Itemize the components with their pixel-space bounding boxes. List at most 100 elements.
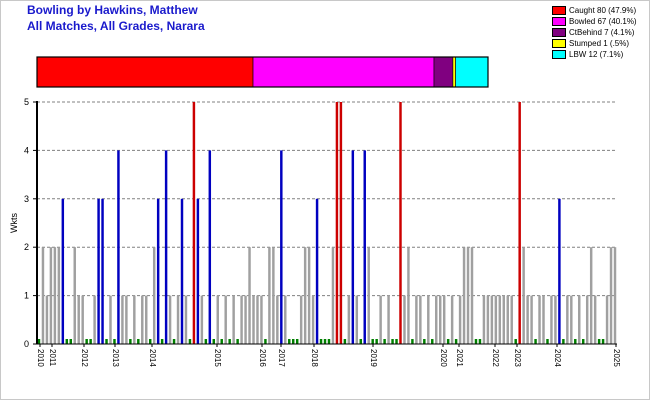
bar — [411, 339, 414, 344]
bar — [438, 295, 442, 344]
bar — [562, 339, 565, 344]
x-tick-label: 2018 — [310, 349, 319, 367]
bar — [172, 339, 176, 344]
bar — [339, 102, 343, 344]
bar — [81, 295, 84, 344]
bar — [73, 247, 76, 344]
bar — [423, 339, 426, 344]
legend-swatch-lbw — [552, 50, 566, 60]
bar — [101, 198, 104, 344]
legend-item-caught: Caught 80 (47.9%) — [552, 5, 637, 16]
bar — [391, 339, 394, 344]
bar — [264, 339, 267, 344]
bar — [506, 295, 509, 344]
legend-item-bowled: Bowled 67 (40.1%) — [552, 16, 637, 27]
dismissal-segment-1 — [252, 56, 435, 88]
bar — [585, 295, 589, 344]
bar — [45, 295, 49, 344]
legend-label-bowled: Bowled 67 (40.1%) — [569, 17, 637, 26]
x-tick-label: 2013 — [111, 349, 120, 367]
y-tick-label: 2 — [24, 242, 29, 252]
bar — [105, 339, 108, 344]
bar — [89, 339, 92, 344]
bar — [168, 295, 172, 344]
bar — [53, 247, 57, 344]
bar — [375, 339, 378, 344]
x-tick-label: 2021 — [455, 349, 464, 367]
bar — [236, 339, 239, 344]
bar — [188, 339, 192, 344]
bar — [442, 295, 446, 344]
bar — [284, 295, 287, 344]
bar — [601, 339, 605, 344]
bar — [152, 247, 156, 344]
bar — [502, 295, 506, 344]
x-tick-label: 2012 — [80, 349, 89, 367]
bar — [295, 339, 299, 344]
bar — [93, 295, 96, 344]
x-tick-label: 2016 — [258, 349, 267, 367]
bar — [77, 295, 80, 344]
bar — [462, 247, 466, 344]
bar — [137, 339, 140, 344]
bar — [133, 295, 136, 344]
bar — [486, 295, 490, 344]
bar — [331, 247, 335, 344]
x-tick-label: 2023 — [513, 349, 522, 367]
legend-swatch-bowled — [552, 17, 566, 27]
bar — [582, 339, 585, 344]
bar — [216, 295, 219, 344]
bar — [494, 295, 498, 344]
x-tick-label: 2011 — [48, 349, 57, 367]
dismissal-strip-border — [36, 56, 489, 88]
bar — [371, 339, 374, 344]
x-tick-label: 2014 — [148, 349, 157, 367]
legend-swatch-stumped — [552, 39, 566, 49]
bar — [470, 247, 474, 344]
bar — [566, 295, 569, 344]
bar — [65, 339, 69, 344]
bar — [307, 247, 311, 344]
bar — [129, 339, 132, 344]
bar — [458, 295, 462, 344]
legend: Caught 80 (47.9%) Bowled 67 (40.1%) CtBe… — [552, 5, 637, 60]
bar — [208, 150, 212, 344]
bar — [454, 339, 458, 344]
bar — [220, 339, 223, 344]
bar — [387, 295, 390, 344]
bar — [399, 102, 402, 344]
bar — [335, 102, 339, 344]
dismissal-segment-0 — [36, 56, 254, 88]
bar — [589, 247, 593, 344]
bar — [160, 339, 164, 344]
bar — [403, 295, 406, 344]
legend-item-ctbehind: CtBehind 7 (4.1%) — [552, 27, 637, 38]
bar — [109, 295, 112, 344]
x-tick-label: 2022 — [491, 349, 500, 367]
bar — [446, 339, 450, 344]
legend-label-ctbehind: CtBehind 7 (4.1%) — [569, 28, 635, 37]
bar — [176, 295, 180, 344]
bar — [141, 295, 144, 344]
bar — [474, 339, 478, 344]
bar — [359, 339, 362, 344]
legend-label-caught: Caught 80 (47.9%) — [569, 6, 637, 15]
y-tick-label: 1 — [24, 291, 29, 301]
x-tick-label: 2017 — [277, 349, 286, 367]
bar — [574, 339, 577, 344]
bar — [315, 198, 319, 344]
legend-label-stumped: Stumped 1 (.5%) — [569, 39, 630, 48]
bar — [260, 295, 263, 344]
bar — [450, 295, 454, 344]
bar — [546, 339, 549, 344]
bar — [347, 295, 351, 344]
bar — [196, 198, 200, 344]
bar — [232, 295, 235, 344]
bar — [240, 295, 243, 344]
bar — [256, 295, 259, 344]
y-tick-label: 3 — [24, 194, 29, 204]
bar — [593, 295, 597, 344]
bar — [288, 339, 291, 344]
bar — [252, 295, 255, 344]
bar — [530, 295, 533, 344]
